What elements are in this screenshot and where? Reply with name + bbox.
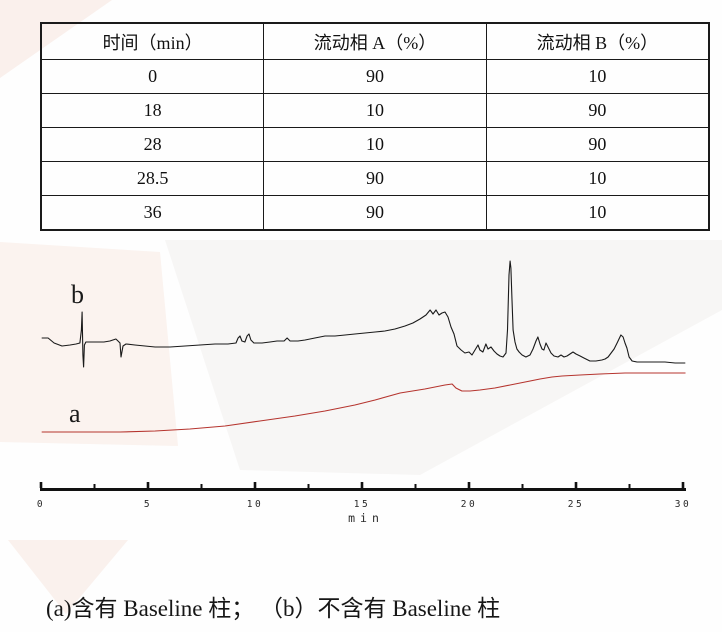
chromatogram-chart: 0 5 10 15 20 25 30 min b a: [37, 260, 691, 525]
table-cell: 36: [40, 195, 265, 231]
x-axis-major-tick: [39, 482, 43, 488]
table-cell: 90: [263, 195, 487, 231]
x-axis-tick-label: 0: [37, 499, 45, 510]
table-row: 36 90 10: [40, 195, 710, 231]
table-cell: 10: [263, 93, 487, 128]
x-axis-major-tick: [253, 482, 257, 488]
table-column-header: 时间（min）: [40, 22, 265, 60]
table-cell: 0: [40, 59, 265, 94]
x-axis-minor-tick: [628, 484, 631, 488]
table-cell: 10: [485, 161, 710, 196]
x-axis-major-tick: [681, 482, 685, 488]
table-cell: 90: [485, 127, 710, 162]
table-row: 18 10 90: [40, 93, 710, 128]
x-axis-tick-label: 30: [675, 499, 691, 510]
trace-a-label: a: [69, 399, 81, 428]
table-cell: 28.5: [40, 161, 265, 196]
table-cell: 10: [485, 195, 710, 231]
x-axis-tick-label: 20: [461, 499, 477, 510]
x-axis-title: min: [348, 511, 384, 525]
table-row: 28.5 90 10: [40, 161, 710, 196]
x-axis-major-tick: [467, 482, 471, 488]
table-cell: 10: [263, 127, 487, 162]
x-axis-minor-tick: [200, 484, 203, 488]
table-cell: 18: [40, 93, 265, 128]
table-cell: 10: [485, 59, 710, 94]
watermark-triangle-bottom-left: [8, 540, 128, 614]
x-axis-minor-tick: [93, 484, 96, 488]
watermark-wash-right: [165, 240, 722, 475]
x-axis-major-tick: [574, 482, 578, 488]
table-cell: 90: [485, 93, 710, 128]
x-axis-minor-tick: [521, 484, 524, 488]
x-axis-minor-tick: [307, 484, 310, 488]
watermark-band-left: [0, 242, 178, 446]
trace-b-line: [41, 260, 686, 368]
gradient-program-table: 时间（min） 流动相 A（%） 流动相 B（%） 0 90 10 18 10 90 28 10 9…: [40, 22, 710, 231]
table-column-header: 流动相 B（%）: [485, 22, 710, 60]
table-row: 0 90 10: [40, 59, 710, 94]
x-axis-tick-label: 15: [354, 499, 370, 510]
table-cell: 90: [263, 59, 487, 94]
x-axis-tick-label: 25: [568, 499, 584, 510]
table-row: 28 10 90: [40, 127, 710, 162]
table-header-row: 时间（min） 流动相 A（%） 流动相 B（%）: [40, 22, 710, 60]
table-cell: 28: [40, 127, 265, 162]
x-axis-tick-label: 10: [247, 499, 263, 510]
table-column-header: 流动相 A（%）: [263, 22, 487, 60]
trace-a-line: [41, 372, 686, 433]
x-axis-tick-label: 5: [144, 499, 152, 510]
trace-b-label: b: [71, 280, 84, 309]
table-cell: 90: [263, 161, 487, 196]
figure-caption: (a)含有 Baseline 柱； （b）不含有 Baseline 柱: [46, 596, 501, 621]
x-axis-major-tick: [146, 482, 150, 488]
x-axis-line: [40, 488, 686, 491]
x-axis-minor-tick: [414, 484, 417, 488]
x-axis-major-tick: [360, 482, 364, 488]
